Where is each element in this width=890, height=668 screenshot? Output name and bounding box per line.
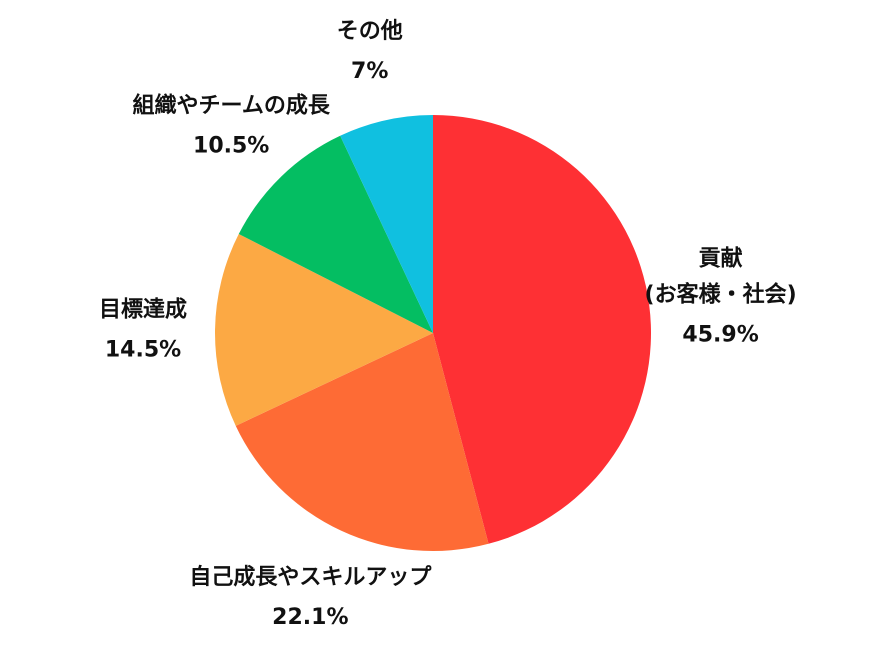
- pie-slice: [235, 333, 489, 551]
- pie-slice: [238, 135, 433, 333]
- category-label: 組織やチームの成長: [133, 93, 331, 119]
- category-label: 自己成長やスキルアップ: [189, 564, 432, 590]
- value-label: 14.5%: [105, 337, 181, 362]
- pie-slice: [433, 115, 652, 544]
- category-label: その他: [337, 19, 403, 44]
- value-label: 10.5%: [193, 134, 269, 159]
- value-label: 45.9%: [682, 323, 758, 348]
- category-label: 貢献(お客様・社会): [645, 246, 797, 308]
- pie-slice: [340, 115, 433, 333]
- pie-slice: [215, 234, 433, 426]
- category-label: 目標達成: [99, 296, 187, 322]
- value-label: 22.1%: [272, 605, 348, 630]
- value-label: 7%: [351, 59, 388, 84]
